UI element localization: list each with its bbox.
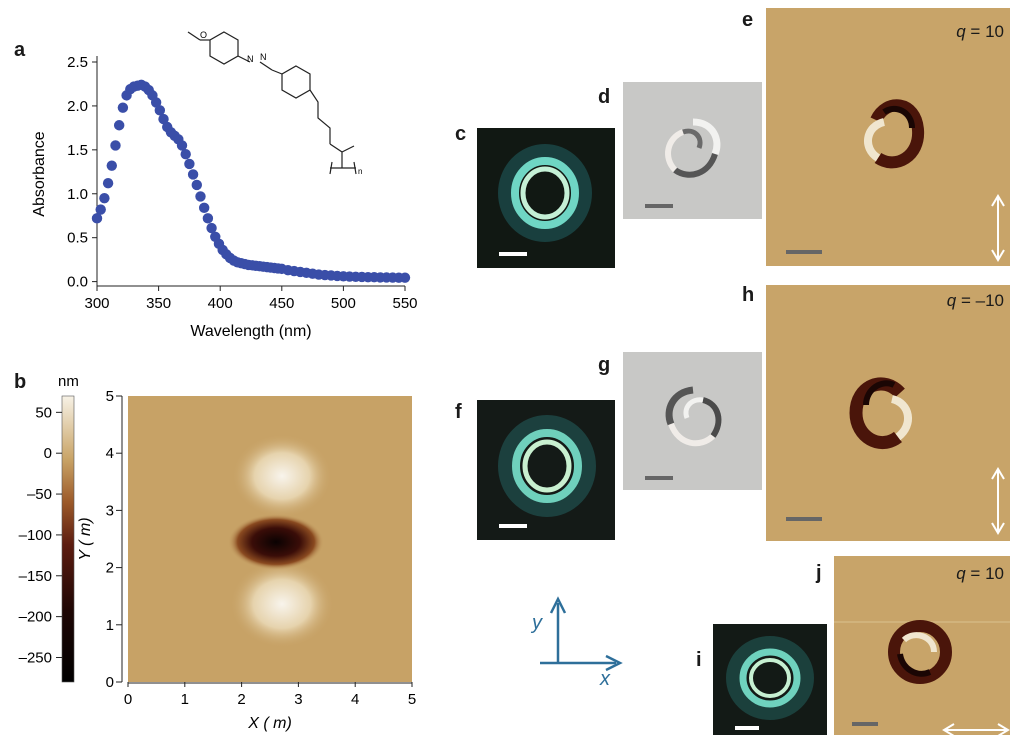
colorbar-tick-label: –250 [19, 649, 52, 666]
data-point [110, 140, 121, 151]
y-tick-label: 2.0 [67, 98, 88, 115]
x-tick-label: 2 [237, 691, 245, 708]
data-point [176, 140, 188, 151]
optical-image-f [477, 400, 615, 540]
panel-label-c: c [455, 123, 467, 145]
data-point [102, 178, 114, 189]
q-label-e: q = 10 [956, 22, 1004, 41]
y-axis-symbol: y [530, 612, 543, 634]
data-point [158, 113, 169, 125]
data-point [184, 158, 195, 170]
x-tick-label: 350 [146, 295, 171, 312]
x-tick-label: 5 [408, 691, 416, 708]
scale-bar [499, 524, 527, 528]
data-point [198, 202, 210, 214]
data-point [150, 97, 162, 108]
x-tick-label: 550 [392, 295, 417, 312]
x-tick-label: 4 [351, 691, 359, 708]
data-point [180, 149, 191, 160]
x-tick-label: 300 [84, 295, 109, 312]
y-tick-label: 2 [106, 560, 114, 577]
xy-axes-indicator: y x [530, 596, 623, 690]
panel-label-f: f [455, 401, 462, 423]
data-point [206, 222, 217, 234]
colorbar-tick-label: –200 [19, 609, 52, 626]
panel-label-e: e [742, 9, 754, 31]
x-tick-label: 1 [181, 691, 189, 708]
x-tick-label: 400 [208, 295, 233, 312]
panel-label-d: d [598, 86, 611, 108]
x-axis-label: X ( m) [247, 715, 292, 732]
panel-label-j: j [816, 562, 822, 584]
scale-bar [645, 204, 673, 208]
x-axis-symbol: x [599, 668, 611, 690]
data-point [95, 204, 106, 215]
afm-image-j: q = 10 [834, 556, 1010, 735]
y-tick-label: 5 [106, 388, 114, 405]
q-label-h: q = –10 [946, 291, 1004, 310]
y-tick-label: 1.5 [67, 142, 88, 159]
colorbar-tick-label: 0 [44, 445, 52, 462]
x-tick-label: 450 [269, 295, 294, 312]
colorbar-tick-label: –50 [27, 486, 52, 503]
data-point [195, 191, 206, 202]
y-tick-label: 3 [106, 502, 114, 519]
data-point [399, 272, 411, 283]
azobenzene-polymer-structure: O N N n [187, 30, 362, 176]
y-axis-label: Absorbance [31, 131, 48, 216]
chem-o-label: O [200, 30, 207, 40]
scale-bar [735, 726, 759, 730]
afm-image-h: q = –10 [766, 285, 1010, 541]
x-tick-label: 0 [124, 691, 132, 708]
x-axis-label: Wavelength (nm) [190, 323, 311, 340]
x-tick-label: 3 [294, 691, 302, 708]
data-point [106, 160, 117, 171]
y-tick-label: 0.0 [67, 274, 88, 291]
afm-image-e: q = 10 [766, 8, 1010, 266]
dic-image-d [623, 82, 762, 219]
data-point [191, 179, 202, 191]
optical-image-c [477, 128, 615, 268]
y-tick-label: 0.5 [67, 230, 88, 247]
y-tick-label: 4 [106, 445, 114, 462]
scale-bar [499, 252, 527, 256]
scale-bar [786, 250, 822, 254]
colorbar-unit-label: nm [58, 373, 79, 390]
y-tick-label: 1 [106, 617, 114, 634]
absorbance-chart: 300 350 400 450 500 550 0.0 0.5 1.0 1.5 2.0 2.5 Wave… [31, 54, 418, 340]
data-point [91, 213, 103, 224]
data-point [113, 120, 125, 131]
data-point [99, 192, 110, 204]
scale-bar [645, 476, 673, 480]
chem-n-subscript: n [358, 167, 362, 176]
colorbar-tick-label: –150 [19, 568, 52, 585]
chem-n2-label: N [260, 52, 267, 62]
scale-bar [786, 517, 822, 521]
panel-label-h: h [742, 284, 755, 306]
chem-n1-label: N [247, 54, 254, 64]
x-tick-label: 500 [331, 295, 356, 312]
panel-label-i: i [696, 649, 702, 671]
colorbar-tick-label: 50 [35, 404, 52, 421]
data-point [202, 213, 214, 224]
y-axis-label: Y ( m) [77, 517, 94, 560]
dic-image-g [623, 352, 762, 490]
data-point [117, 102, 129, 113]
y-tick-label: 2.5 [67, 54, 88, 71]
colorbar-tick-label: –100 [19, 527, 52, 544]
data-point [187, 169, 199, 180]
q-label-j: q = 10 [956, 564, 1004, 583]
y-tick-label: 1.0 [67, 186, 88, 203]
optical-image-i [713, 624, 827, 735]
panel-label-b: b [14, 371, 27, 393]
panel-label-g: g [598, 354, 611, 376]
panel-label-a: a [14, 39, 26, 61]
data-point [154, 105, 166, 116]
scale-bar [852, 722, 878, 726]
y-tick-label: 0 [106, 674, 114, 691]
